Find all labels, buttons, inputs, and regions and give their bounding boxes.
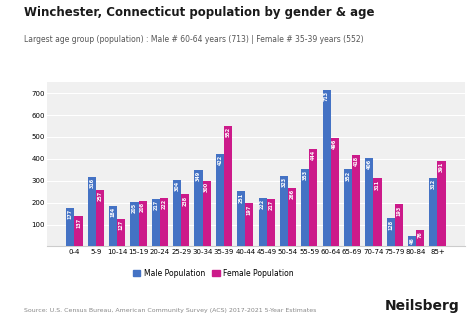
Text: 422: 422 [218, 155, 222, 165]
Text: 406: 406 [367, 159, 372, 169]
Bar [109, 206, 117, 246]
Bar [138, 201, 146, 246]
Bar [96, 190, 104, 246]
Text: 266: 266 [290, 189, 294, 199]
Bar [181, 194, 189, 246]
Text: Winchester, Connecticut population by gender & age: Winchester, Connecticut population by ge… [24, 6, 374, 19]
Text: 217: 217 [268, 200, 273, 210]
Bar [173, 180, 181, 246]
Text: 193: 193 [396, 205, 401, 216]
Text: 349: 349 [196, 171, 201, 181]
Text: 251: 251 [239, 192, 244, 203]
Text: 312: 312 [431, 179, 436, 189]
Bar [194, 170, 202, 246]
Text: 304: 304 [175, 181, 180, 191]
Text: 197: 197 [247, 204, 252, 215]
Text: 205: 205 [132, 203, 137, 213]
Bar [352, 155, 360, 246]
Bar [267, 199, 275, 246]
Text: 257: 257 [97, 191, 102, 201]
Bar [237, 191, 245, 246]
Text: 444: 444 [311, 150, 316, 161]
Bar [245, 203, 254, 246]
Text: 713: 713 [324, 91, 329, 101]
Text: 496: 496 [332, 139, 337, 149]
Text: 137: 137 [76, 217, 81, 228]
Text: 128: 128 [388, 220, 393, 230]
Bar [66, 208, 74, 246]
Bar [365, 158, 374, 246]
Text: 316: 316 [89, 178, 94, 188]
Text: 222: 222 [260, 199, 265, 209]
Bar [429, 178, 438, 246]
Text: 127: 127 [118, 220, 124, 230]
Bar [160, 198, 168, 246]
Text: 552: 552 [226, 127, 230, 137]
Bar [395, 204, 403, 246]
Text: 300: 300 [204, 182, 209, 192]
Text: 46: 46 [410, 238, 415, 244]
Bar [416, 230, 424, 246]
Text: 353: 353 [303, 170, 308, 180]
Text: Largest age group (population) : Male # 60-64 years (713) | Female # 35-39 years: Largest age group (population) : Male # … [24, 35, 364, 44]
Text: Source: U.S. Census Bureau, American Community Survey (ACS) 2017-2021 5-Year Est: Source: U.S. Census Bureau, American Com… [24, 308, 316, 313]
Bar [88, 177, 96, 246]
Text: 222: 222 [162, 199, 166, 209]
Bar [323, 90, 331, 246]
Bar [310, 149, 318, 246]
Bar [374, 178, 382, 246]
Text: Neilsberg: Neilsberg [385, 299, 460, 313]
Bar [387, 218, 395, 246]
Text: 352: 352 [346, 170, 350, 180]
Text: 238: 238 [183, 195, 188, 205]
Bar [438, 161, 446, 246]
Bar [202, 181, 211, 246]
Bar [408, 236, 416, 246]
Text: 217: 217 [153, 200, 158, 210]
Bar [152, 199, 160, 246]
Bar [74, 216, 82, 246]
Bar [280, 176, 288, 246]
Bar [224, 125, 232, 246]
Text: 311: 311 [375, 179, 380, 190]
Bar [216, 154, 224, 246]
Text: 177: 177 [68, 209, 73, 219]
Bar [130, 202, 138, 246]
Bar [258, 198, 267, 246]
Legend: Male Population, Female Population: Male Population, Female Population [130, 265, 297, 281]
Text: 418: 418 [354, 156, 359, 166]
Bar [117, 219, 125, 246]
Text: 323: 323 [282, 177, 286, 187]
Bar [288, 188, 296, 246]
Text: 208: 208 [140, 202, 145, 212]
Text: 184: 184 [110, 207, 116, 217]
Bar [344, 169, 352, 246]
Bar [331, 138, 339, 246]
Text: 76: 76 [418, 231, 423, 238]
Bar [301, 169, 310, 246]
Text: 391: 391 [439, 162, 444, 172]
